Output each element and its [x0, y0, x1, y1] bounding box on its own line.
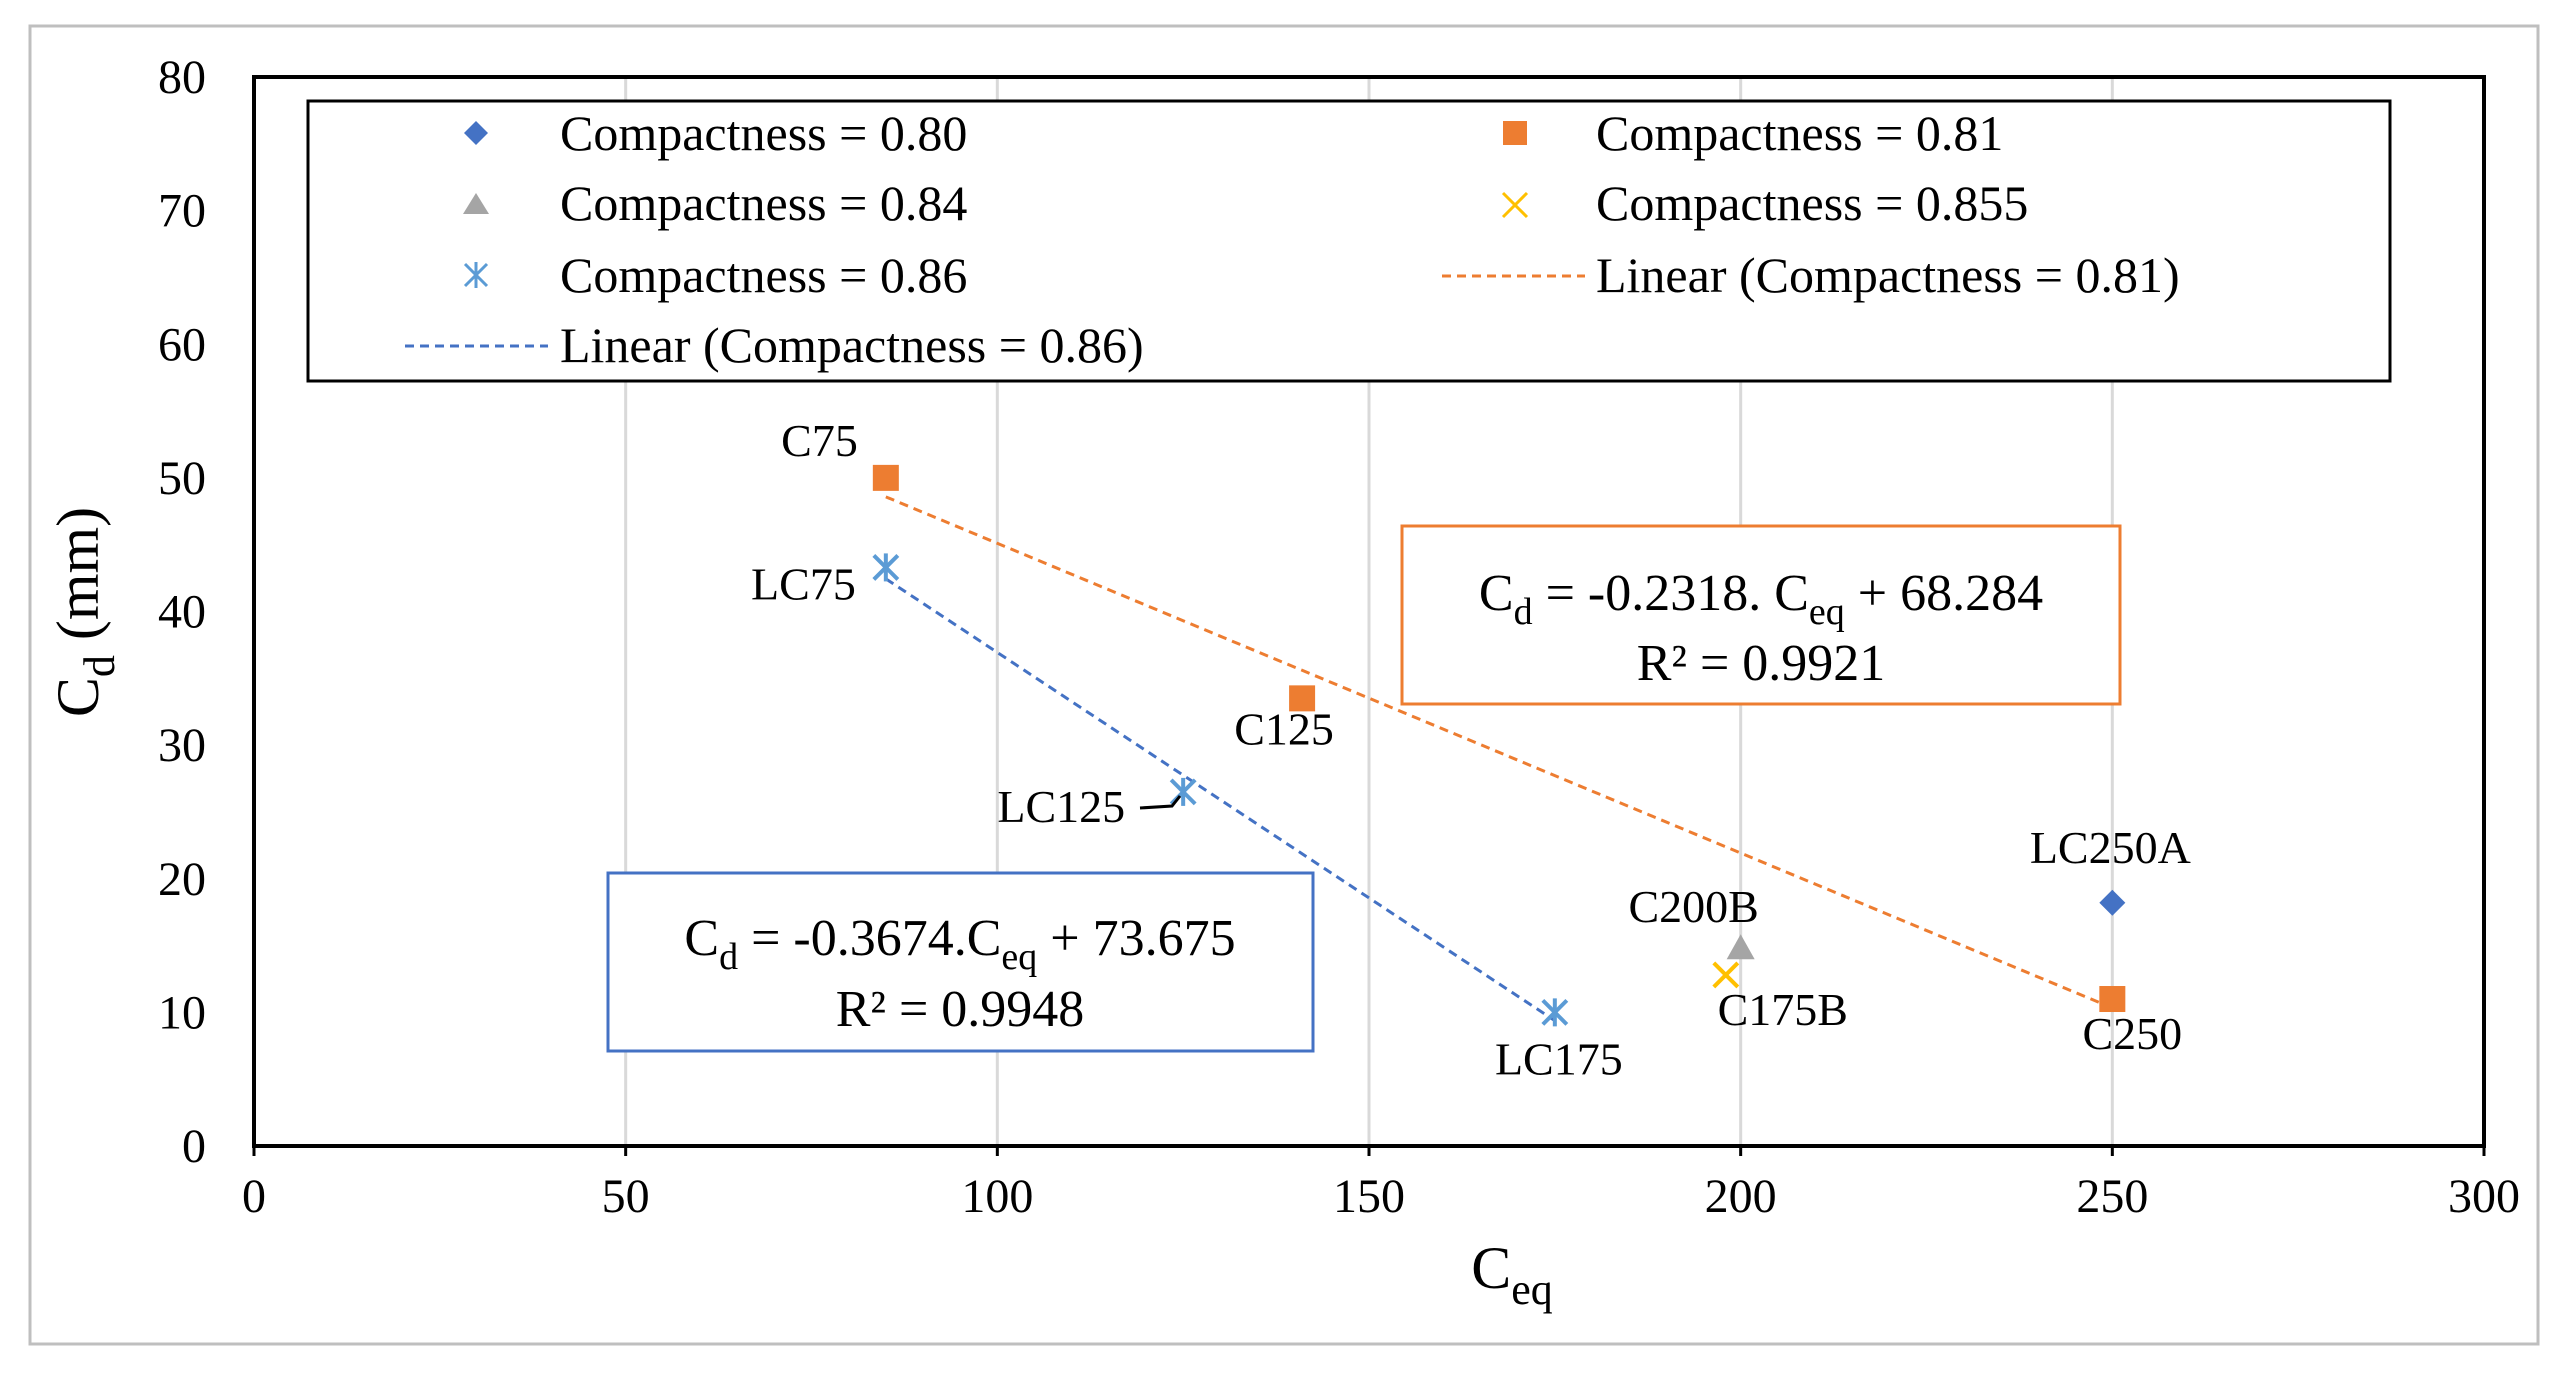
legend-item-compactness-080: Compactness = 0.80 — [464, 105, 967, 161]
point-label: C125 — [1234, 703, 1334, 754]
legend-item-linear-081: Linear (Compactness = 0.81) — [1442, 247, 2180, 303]
equation-box-086: Cd = -0.3674.Ceq + 73.675 R² = 0.9948 — [606, 871, 1315, 1053]
y-tick-label: 30 — [158, 719, 206, 772]
r-squared-086: R² = 0.9948 — [836, 981, 1085, 1038]
legend-label: Compactness = 0.86 — [560, 247, 967, 303]
legend-label: Compactness = 0.81 — [1596, 105, 2003, 161]
equation-081: Cd = -0.2318. Ceq + 68.284 — [1479, 565, 2043, 633]
trendline — [885, 495, 2113, 1010]
legend-item-compactness-084: Compactness = 0.84 — [463, 175, 967, 231]
point-label: LC75 — [751, 558, 856, 609]
data-point-x — [1712, 961, 1740, 989]
point-label: C200B — [1628, 881, 1758, 932]
y-tick-label: 40 — [158, 586, 206, 639]
x-tick-label: 100 — [961, 1170, 1033, 1223]
x-tick-label: 250 — [2076, 1170, 2148, 1223]
y-tick-label: 60 — [158, 318, 206, 371]
y-tick-label: 80 — [158, 51, 206, 104]
x-tick-label: 0 — [242, 1170, 266, 1223]
y-tick-label: 10 — [158, 986, 206, 1039]
tick-labels: 0 50 100 150 200 250 300 0 10 20 30 40 50 60 70 80 — [158, 51, 2520, 1223]
data-points — [872, 464, 2126, 1027]
data-point-asterisk — [1541, 998, 1569, 1027]
r-squared-081: R² = 0.9921 — [1637, 635, 1886, 692]
equation-086: Cd = -0.3674.Ceq + 73.675 — [684, 910, 1235, 978]
x-tick-label: 150 — [1333, 1170, 1405, 1223]
x-axis-title: Ceq — [1471, 1235, 1553, 1314]
legend-label: Compactness = 0.80 — [560, 105, 967, 161]
equation-box-081: Cd = -0.2318. Ceq + 68.284 R² = 0.9921 — [1400, 524, 2122, 706]
legend-x-icon — [1501, 191, 1529, 219]
legend-item-compactness-0855: Compactness = 0.855 — [1501, 175, 2028, 231]
y-tick-label: 50 — [158, 452, 206, 505]
equation-box-border — [1400, 524, 2122, 706]
legend-triangle-icon — [463, 193, 489, 214]
point-labels: LC250A C75 C125 C250 C200B C175B LC75 LC125 LC17… — [751, 415, 2191, 1085]
x-tick-label: 50 — [602, 1170, 650, 1223]
data-point-square — [872, 464, 899, 491]
x-tick-label: 300 — [2448, 1170, 2520, 1223]
legend-label: Linear (Compactness = 0.81) — [1596, 247, 2180, 303]
point-label: C75 — [781, 415, 858, 466]
point-label: LC125 — [997, 781, 1125, 832]
legend-label: Linear (Compactness = 0.86) — [560, 317, 1144, 373]
legend-asterisk-icon — [463, 262, 489, 288]
data-point-triangle — [1726, 934, 1755, 960]
legend: Compactness = 0.80 Compactness = 0.81 Co… — [405, 105, 2180, 373]
point-label: C250 — [2082, 1008, 2182, 1059]
data-point-asterisk — [872, 553, 900, 582]
legend-box — [306, 99, 2392, 383]
legend-diamond-icon — [464, 121, 488, 145]
point-label: C175B — [1718, 984, 1848, 1035]
legend-item-compactness-086: Compactness = 0.86 — [463, 247, 967, 303]
data-point-square — [1289, 685, 1316, 712]
legend-item-compactness-081: Compactness = 0.81 — [1503, 105, 2003, 161]
data-point-square — [2099, 986, 2126, 1013]
point-label: LC175 — [1495, 1033, 1623, 1084]
point-label: LC250A — [2030, 822, 2191, 873]
y-tick-label: 0 — [182, 1120, 206, 1173]
trendline — [885, 577, 1556, 1022]
legend-square-icon — [1503, 121, 1527, 145]
y-tick-label: 20 — [158, 853, 206, 906]
legend-label: Compactness = 0.84 — [560, 175, 967, 231]
y-tick-label: 70 — [158, 185, 206, 238]
trendlines — [885, 495, 2113, 1022]
data-point-diamond — [2099, 889, 2126, 916]
x-tick-label: 200 — [1705, 1170, 1777, 1223]
legend-item-linear-086: Linear (Compactness = 0.86) — [405, 317, 1144, 373]
y-axis-title: Cd (mm) — [45, 507, 124, 717]
equation-box-border — [606, 871, 1315, 1053]
lc125-leader-line — [1139, 795, 1182, 810]
legend-label: Compactness = 0.855 — [1596, 175, 2028, 231]
